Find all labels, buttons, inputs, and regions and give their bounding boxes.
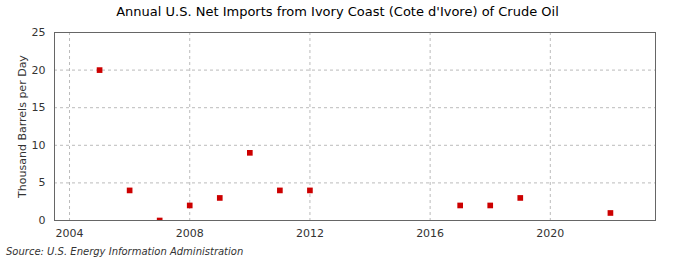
svg-text:2012: 2012 [296, 227, 324, 240]
svg-text:Thousand Barrels per Day: Thousand Barrels per Day [16, 55, 29, 199]
svg-text:0: 0 [39, 214, 46, 227]
svg-text:10: 10 [32, 139, 46, 152]
html-text:Source: U.S. Energy Informatio: Source: U.S. Energy Information Administ… [6, 246, 244, 257]
svg-text:2020: 2020 [536, 227, 564, 240]
svg-text:5: 5 [39, 176, 46, 189]
svg-text:2008: 2008 [176, 227, 204, 240]
svg-text:20: 20 [32, 64, 46, 77]
svg-text:25: 25 [32, 26, 46, 39]
svg-text:2016: 2016 [416, 227, 444, 240]
html-text:Annual U.S. Net Imports from I: Annual U.S. Net Imports from Ivory Coast… [116, 4, 559, 19]
svg-text:2004: 2004 [56, 227, 84, 240]
svg-text:15: 15 [32, 101, 46, 114]
